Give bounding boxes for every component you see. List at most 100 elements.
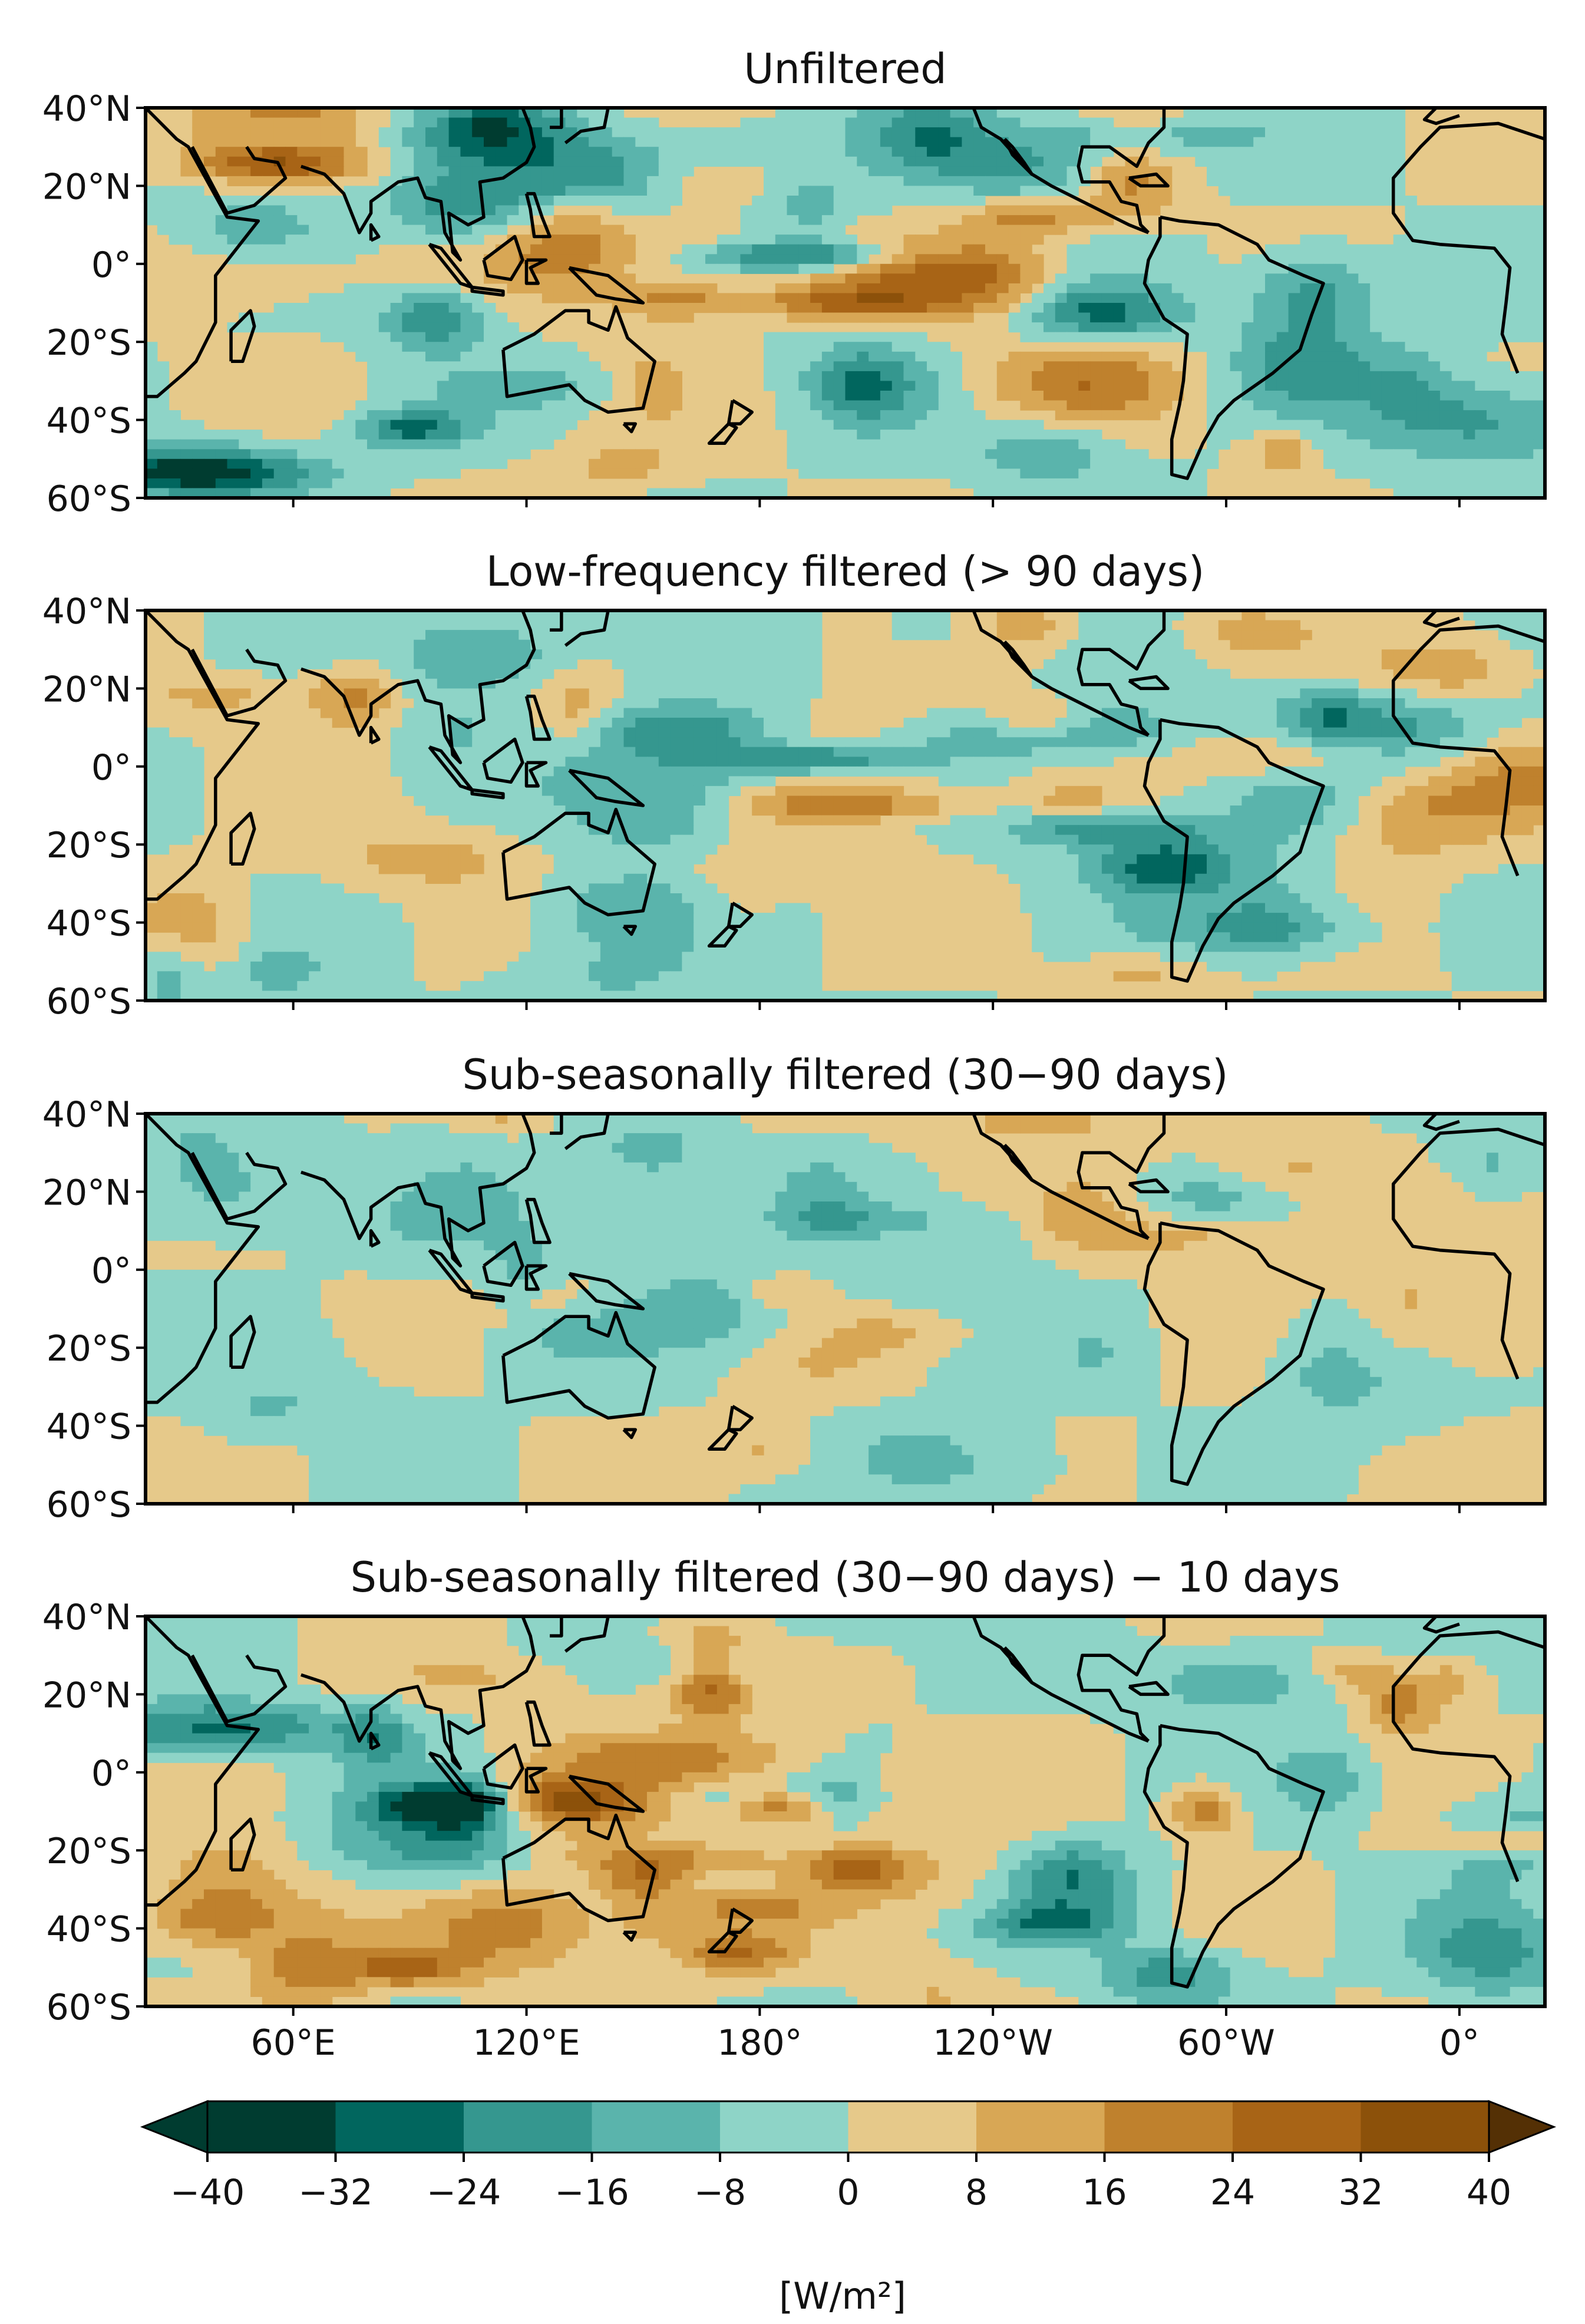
coastline [369,1731,381,1751]
lon-tick-label: 0° [1439,2022,1480,2064]
lat-tick-label: 40°N [42,591,131,632]
lon-tick-label: 180° [717,2022,803,2064]
coastline [1003,641,1033,679]
map-panel: Unfiltered 40°N 20°N 0° 20°S 40°S 60°S [42,45,1547,520]
coastline [301,1616,536,1770]
colorbar-swatch [335,2101,464,2153]
coastline [229,811,256,866]
lat-tick-label: 0° [91,245,131,286]
coastline [564,108,610,144]
coastline [972,108,1150,235]
lat-tick-label: 20°S [47,1831,131,1872]
coastline [707,925,738,948]
lat-tick-label: 20°N [42,1675,131,1716]
colorbar-swatch [207,2101,336,2153]
coastline [301,108,536,262]
coastline [524,1767,548,1794]
coastlines [146,1114,1545,1486]
coastline [524,694,552,741]
colorbar-extend-under [140,2099,209,2154]
colorbar-tick-label: 8 [965,2172,988,2213]
coastline [972,1114,1150,1240]
coastline [1422,108,1460,126]
coastline [1128,675,1170,691]
coastline [727,1907,754,1934]
lat-tick-label: 40°N [42,1094,131,1135]
panel-title: Low-frequency filtered (> 90 days) [486,547,1205,596]
coastline [146,108,260,398]
coastline [707,1428,738,1451]
coastline [369,725,381,745]
colorbar-tick-label: 16 [1082,2172,1127,2213]
coastline [622,1930,638,1942]
olr-anomaly-field [146,1114,1545,1504]
lat-tick-label: 40°S [47,1909,131,1950]
coastline [470,1291,505,1303]
coastline [190,1654,288,1724]
lat-tick-label: 40°N [42,1597,131,1638]
coastline [1422,1114,1460,1131]
coastline [1077,1114,1166,1240]
lat-tick-label: 40°S [47,903,131,945]
coastline [482,235,524,282]
coastline [1142,1221,1325,1486]
lat-tick-label: 20°S [47,1328,131,1369]
coastline [564,610,610,647]
coastline [229,1315,256,1369]
coastline [501,305,656,414]
coastline [470,1794,505,1805]
coastline [1142,718,1325,983]
coastline [524,1197,552,1244]
lat-tick-label: 60°S [47,1987,131,2028]
lat-tick-label: 60°S [47,478,131,520]
colorbar-swatch [848,2101,977,2153]
coastline [1077,610,1166,737]
map-frame [144,106,1547,500]
lat-tick-label: 0° [91,747,131,788]
coastline [501,1310,656,1420]
lat-tick-label: 20°S [47,825,131,866]
coastline [146,1616,260,1907]
coastline [1142,1724,1325,1989]
lat-tick-label: 20°N [42,669,131,710]
coastline [524,258,548,285]
olr-anomaly-field [146,1616,1545,2006]
coastline [301,1114,536,1267]
lat-tick-label: 20°N [42,1172,131,1213]
coastline [501,1813,656,1923]
coastline [550,108,563,129]
coastline [564,1114,610,1150]
coastline [524,1264,548,1291]
coastline [190,648,288,718]
coastline [568,1272,645,1310]
coastline [229,309,256,364]
coastline [622,1428,638,1440]
coastline [1391,121,1545,374]
coastline [470,285,505,297]
coastlines [146,1616,1545,1989]
coastline [482,737,524,784]
colorbar-tick-label: 0 [837,2172,859,2213]
map-frame [144,1615,1547,2008]
coastline [1077,108,1166,234]
coastline [727,902,754,928]
colorbar-tick-label: −16 [554,2172,629,2213]
colorbar-tick-label: −40 [170,2172,245,2213]
lon-tick-label: 60°E [251,2022,336,2064]
colorbar-tick-label: 40 [1467,2172,1511,2213]
olr-anomaly-field [146,108,1545,498]
coastline [146,1114,260,1404]
coastline [524,761,548,788]
coastline [229,1817,256,1872]
coastline [482,1743,524,1790]
colorbar-extend-over [1488,2099,1557,2154]
coastline [470,788,505,800]
lat-tick-label: 20°S [47,322,131,364]
coastline [482,1240,524,1288]
coastline [1391,1630,1545,1883]
map-panel: Low-frequency filtered (> 90 days) 40°N 20… [42,547,1547,1022]
coastline [1128,1178,1170,1194]
colorbar-swatch [1104,2101,1233,2153]
coastline [1077,1616,1166,1742]
panel-title: Sub-seasonally filtered (30−90 days) [463,1051,1229,1099]
